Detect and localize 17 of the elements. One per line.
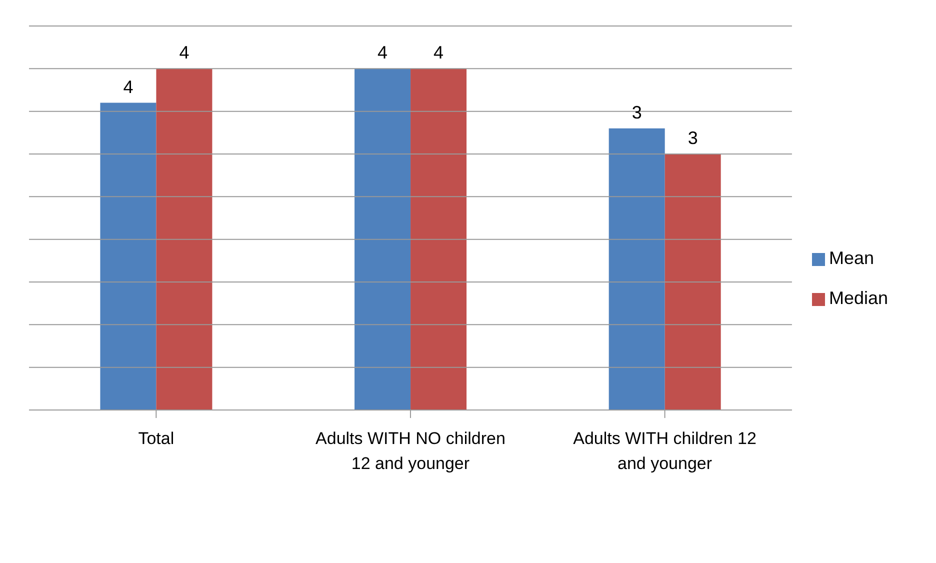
data-label: 4 bbox=[123, 76, 134, 97]
data-label: 3 bbox=[688, 128, 698, 148]
bar bbox=[664, 154, 721, 410]
bar bbox=[354, 68, 411, 410]
data-label: 4 bbox=[434, 42, 444, 63]
legend-label: Median bbox=[828, 288, 888, 308]
data-label: 4 bbox=[378, 42, 388, 63]
data-label: 4 bbox=[179, 42, 190, 63]
x-tick-label: Adults WITH NO children 12 and younger bbox=[316, 429, 506, 474]
x-tick-label: Total bbox=[138, 429, 174, 448]
bar bbox=[608, 128, 665, 410]
bar bbox=[156, 68, 212, 410]
bar bbox=[100, 102, 156, 410]
data-label: 3 bbox=[632, 102, 642, 122]
legend-label: Mean bbox=[828, 248, 874, 268]
bar bbox=[410, 68, 467, 410]
x-tick-label: Adults WITH children 12 and younger bbox=[573, 429, 756, 474]
